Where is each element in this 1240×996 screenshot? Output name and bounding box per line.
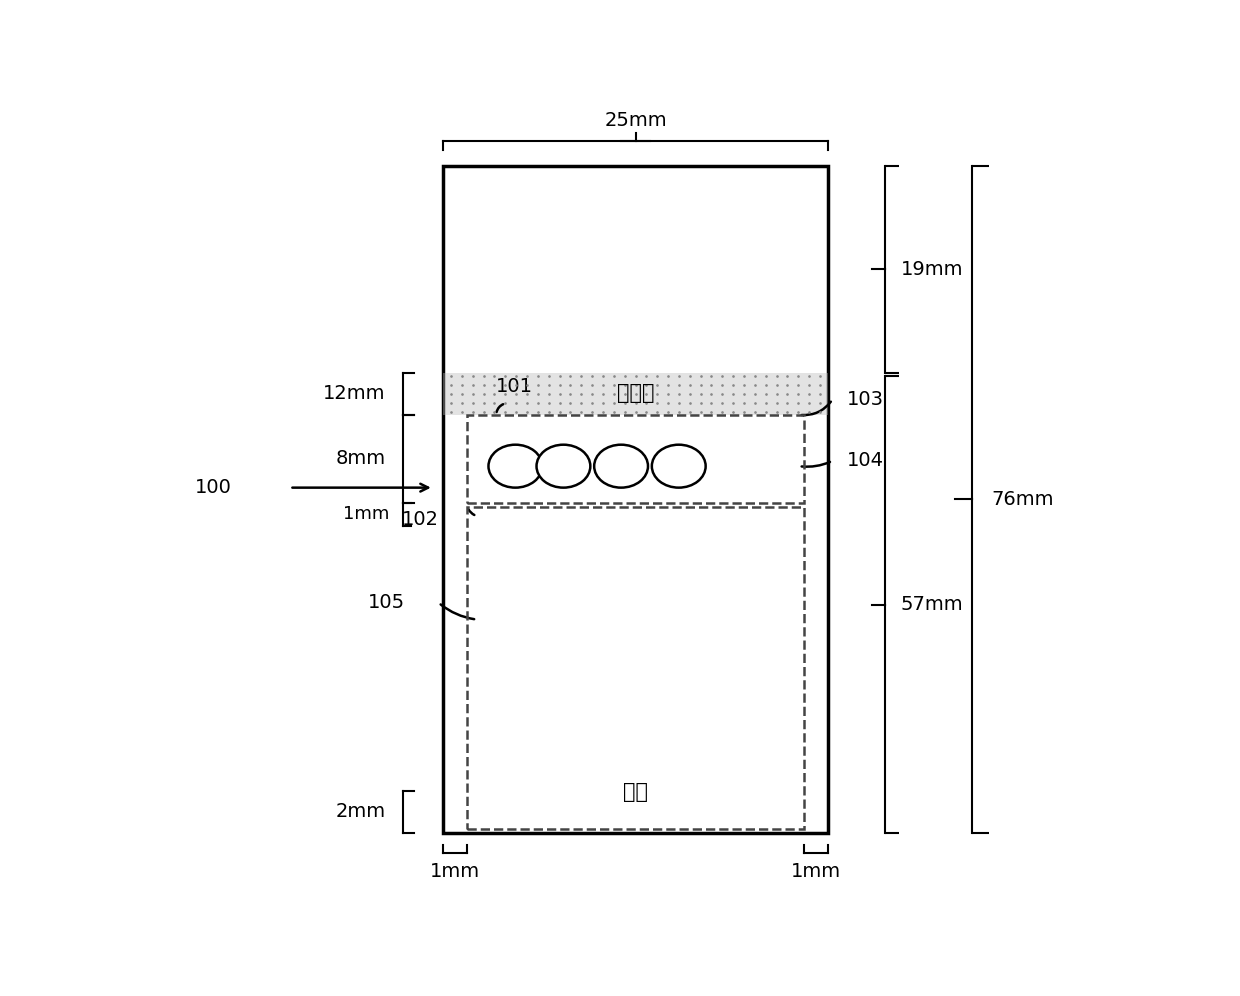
Text: 12mm: 12mm [324, 384, 386, 403]
Bar [444, 165, 828, 833]
Text: 对照物: 对照物 [616, 383, 655, 403]
Text: 8mm: 8mm [336, 449, 386, 468]
Text: 测试: 测试 [622, 782, 649, 802]
Circle shape [489, 444, 542, 488]
Text: 2mm: 2mm [336, 802, 386, 821]
Text: 1mm: 1mm [343, 506, 389, 524]
Text: 1mm: 1mm [791, 862, 841, 880]
Text: 101: 101 [496, 376, 533, 395]
Bar [467, 507, 804, 829]
Bar [444, 373, 828, 414]
Text: 25mm: 25mm [604, 112, 667, 130]
Circle shape [652, 444, 706, 488]
Text: 102: 102 [402, 510, 439, 529]
Circle shape [594, 444, 649, 488]
Text: 19mm: 19mm [900, 260, 963, 279]
Text: 1mm: 1mm [430, 862, 480, 880]
Bar [467, 414, 804, 503]
Text: 57mm: 57mm [900, 595, 963, 615]
Text: 100: 100 [195, 478, 232, 497]
Text: 104: 104 [847, 451, 884, 470]
Text: 76mm: 76mm [991, 490, 1054, 509]
Text: 103: 103 [847, 390, 884, 409]
Text: 105: 105 [368, 594, 404, 613]
Circle shape [537, 444, 590, 488]
